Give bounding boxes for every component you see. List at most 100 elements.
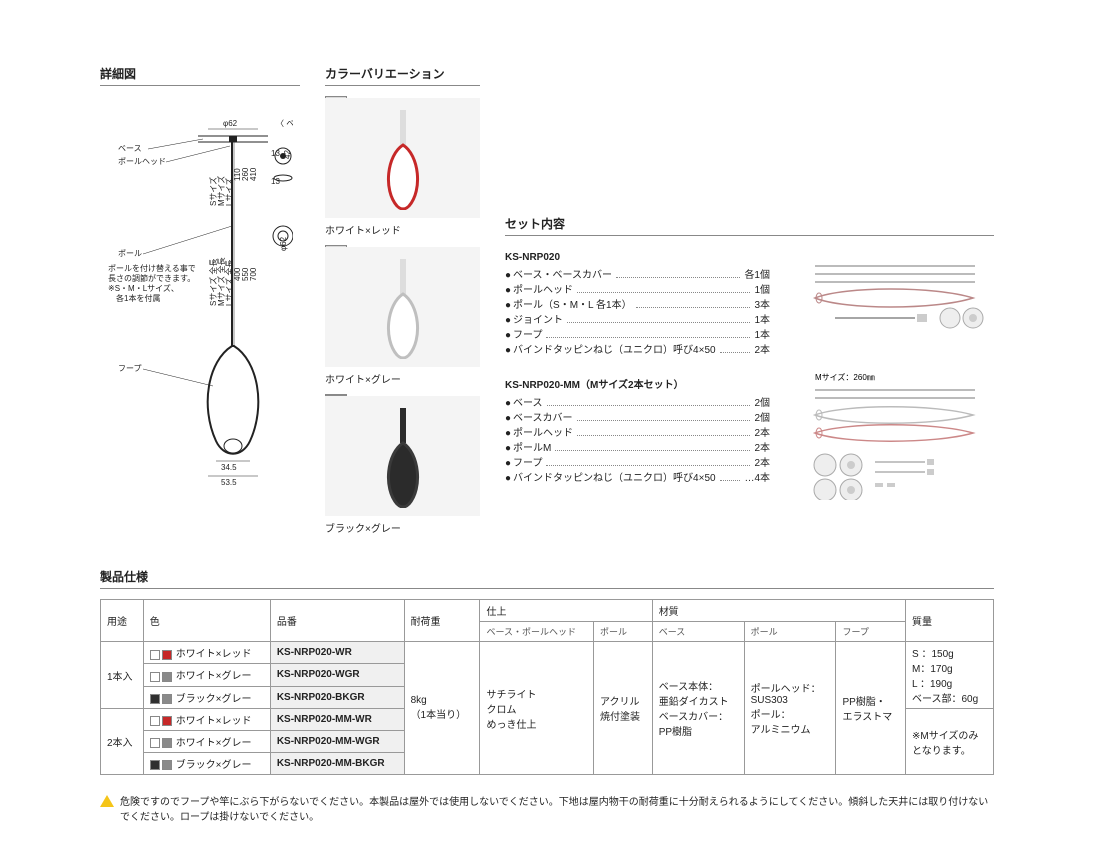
svg-text:Mサイズ：260㎜: Mサイズ：260㎜ [815, 372, 875, 382]
set-item-name: フープ [513, 454, 542, 469]
color-label: ブラック×グレー [325, 520, 480, 535]
set-item-name: ベースカバー [513, 409, 573, 424]
set1-illustration [795, 246, 994, 356]
detail-title: 詳細図 [100, 65, 300, 86]
th-finish: 仕上 [480, 600, 652, 622]
color-label: ホワイト×グレー [325, 371, 480, 386]
svg-text:長さの調節ができます。: 長さの調節ができます。 [108, 273, 195, 283]
th-material: 材質 [652, 600, 905, 622]
th-part: 品番 [270, 600, 404, 642]
table-row: 1本入 ホワイト×レッドKS-NRP020-WR8kg（1本当り）サチライトクロ… [101, 642, 994, 664]
bullet-icon: ● [505, 315, 511, 326]
set-item-name: ベース・ベースカバー [513, 266, 612, 281]
detail-diagram-section: 詳細図 φ62 〈 ベース 〉 42 13 13 [100, 65, 300, 543]
cell-part: KS-NRP020-MM-WR [270, 709, 404, 731]
bullet-icon: ● [505, 398, 511, 409]
set-item-qty: 2個 [754, 394, 770, 409]
svg-text:Lサイズ: Lサイズ [224, 178, 234, 206]
svg-text:42: 42 [283, 150, 292, 159]
svg-text:ポール: ポール [118, 249, 142, 258]
set-item-qty: 2本 [754, 454, 770, 469]
cell-finish1: サチライトクロムめっき仕上 [480, 642, 594, 775]
cell-part: KS-NRP020-WR [270, 642, 404, 664]
set-item-row: ● ポールヘッド 1個 [505, 281, 770, 296]
detail-figure: φ62 〈 ベース 〉 42 13 13 φ62 ベース ポ [100, 96, 300, 486]
svg-text:ポールを付け替える事で: ポールを付け替える事で [108, 263, 196, 273]
svg-text:53.5: 53.5 [221, 478, 237, 486]
cell-color: ホワイト×グレー [143, 731, 270, 753]
set-item-name: ジョイント [513, 311, 563, 326]
bullet-icon: ● [505, 413, 511, 424]
spec-title: 製品仕様 [100, 568, 994, 589]
cell-mass: S ：150gM：170gL ：190gベース部：60g [906, 642, 994, 709]
th-mat3: フープ [836, 622, 906, 642]
bullet-icon: ● [505, 285, 511, 296]
color-preview [325, 396, 480, 516]
color-label: ホワイト×レッド [325, 222, 480, 237]
cell-color: ホワイト×グレー [143, 664, 270, 686]
set-item-qty: …4本 [744, 469, 770, 484]
svg-text:フープ: フープ [118, 364, 142, 373]
set-item-qty: 2本 [754, 439, 770, 454]
bullet-icon: ● [505, 300, 511, 311]
set-item-row: ● バインドタッピンねじ（ユニクロ）呼び4×50 …4本 [505, 469, 770, 484]
cell-part: KS-NRP020-WGR [270, 664, 404, 686]
set-item-name: フープ [513, 326, 542, 341]
set2-heading: KS-NRP020-MM（Mサイズ2本セット） [505, 376, 785, 391]
bullet-icon: ● [505, 270, 511, 281]
warning-text: 危険ですのでフープや竿にぶら下がらないでください。本製品は屋外では使用しないでく… [120, 795, 994, 825]
svg-text:13: 13 [271, 177, 280, 186]
color-title: カラーバリエーション [325, 65, 480, 86]
svg-text:ポールヘッド: ポールヘッド [118, 157, 166, 166]
svg-text:φ62: φ62 [223, 119, 238, 128]
cell-use: 1本入 [101, 642, 144, 709]
svg-text:700: 700 [249, 267, 258, 281]
cell-part: KS-NRP020-MM-WGR [270, 731, 404, 753]
set-item-qty: 2個 [754, 409, 770, 424]
th-use: 用途 [101, 600, 144, 642]
set-item-name: ポールヘッド [513, 424, 573, 439]
set-item-name: バインドタッピンねじ（ユニクロ）呼び4×50 [513, 341, 716, 356]
set-item-name: ポールM [513, 439, 551, 454]
cell-mat1: ベース本体：亜鉛ダイカストベースカバー：PP樹脂 [652, 642, 744, 775]
set-item-row: ● バインドタッピンねじ（ユニクロ）呼び4×50 2本 [505, 341, 770, 356]
set-item-row: ● フープ 1本 [505, 326, 770, 341]
color-variant: ホワイト×レッド [325, 96, 480, 237]
set-item-row: ● ポール（S・M・L 各1本） 3本 [505, 296, 770, 311]
color-variation-section: カラーバリエーション ホワイト×レッド [325, 65, 480, 543]
color-variant: ホワイト×グレー [325, 245, 480, 386]
th-mass: 質量 [906, 600, 994, 642]
th-mat1: ベース [652, 622, 744, 642]
svg-text:〈 ベース 〉: 〈 ベース 〉 [276, 119, 293, 128]
set-item-name: ポール（S・M・L 各1本） [513, 296, 632, 311]
bullet-icon: ● [505, 345, 511, 356]
svg-text:ベース: ベース [118, 144, 142, 153]
set-item-qty: 1本 [754, 311, 770, 326]
spec-section: 製品仕様 用途 色 品番 耐荷重 仕上 材質 質量 ベース・ポールヘッド ポール… [100, 568, 994, 775]
cell-mat3: PP樹脂・エラストマ [836, 642, 906, 775]
svg-text:34.5: 34.5 [221, 463, 237, 472]
cell-color: ホワイト×レッド [143, 709, 270, 731]
set-item-qty: 1個 [754, 281, 770, 296]
set-item-row: ● ポールヘッド 2本 [505, 424, 770, 439]
color-preview [325, 98, 480, 218]
cell-load: 8kg（1本当り） [404, 642, 480, 775]
set-item-row: ● ベース・ベースカバー 各1個 [505, 266, 770, 281]
bullet-icon: ● [505, 428, 511, 439]
cell-mat2: ポールヘッド：SUS303ポール：アルミニウム [744, 642, 836, 775]
svg-text:φ62: φ62 [279, 236, 288, 251]
th-finish1: ベース・ポールヘッド [480, 622, 594, 642]
svg-text:※S・M・Lサイズ、: ※S・M・Lサイズ、 [108, 283, 179, 293]
set-item-qty: 1本 [754, 326, 770, 341]
svg-text:各1本を付属: 各1本を付属 [108, 293, 160, 303]
bullet-icon: ● [505, 330, 511, 341]
svg-text:Lサイズ 全長: Lサイズ 全長 [224, 260, 234, 306]
set1-heading: KS-NRP020 [505, 252, 785, 263]
set-item-qty: 各1個 [744, 266, 770, 281]
set-item-row: ● ポールM 2本 [505, 439, 770, 454]
cell-color: ブラック×グレー [143, 686, 270, 708]
bullet-icon: ● [505, 443, 511, 454]
th-color: 色 [143, 600, 270, 642]
color-preview [325, 247, 480, 367]
cell-part: KS-NRP020-MM-BKGR [270, 753, 404, 775]
